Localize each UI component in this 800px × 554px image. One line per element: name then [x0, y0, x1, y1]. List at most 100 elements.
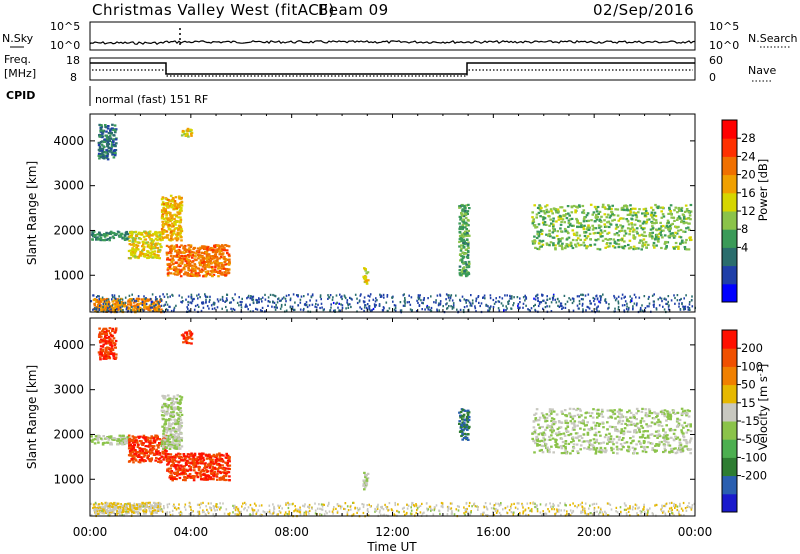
- scatter-cell: [133, 244, 136, 247]
- scatter-cell: [541, 451, 545, 454]
- scatter-cell: [216, 244, 219, 248]
- scatter-cell: [671, 232, 674, 235]
- scatter-cell: [168, 437, 171, 440]
- scatter-cell: [92, 503, 96, 506]
- scatter-cell: [173, 217, 176, 221]
- scatter-cell: [111, 151, 115, 154]
- scatter-cell: [159, 295, 161, 298]
- scatter-cell: [185, 338, 189, 341]
- scatter-cell: [584, 231, 588, 234]
- scatter-cell: [109, 149, 113, 152]
- scatter-cell: [142, 309, 145, 312]
- scatter-cell: [107, 438, 111, 441]
- scatter-cell: [584, 294, 587, 297]
- scatter-cell: [103, 354, 106, 357]
- scatter-cell: [338, 302, 340, 305]
- scatter-cell: [173, 435, 177, 438]
- scatter-cell: [101, 296, 104, 299]
- scatter-cell: [554, 444, 557, 447]
- scatter-cell: [599, 301, 602, 304]
- scatter-cell: [213, 260, 217, 263]
- scatter-cell: [667, 226, 670, 229]
- scatter-cell: [633, 302, 636, 305]
- scatter-cell: [685, 217, 688, 220]
- scatter-cell: [134, 230, 138, 233]
- scatter-cell: [126, 437, 130, 440]
- scatter-cell: [216, 472, 219, 475]
- scatter-cell: [582, 241, 586, 244]
- scatter-cell: [461, 228, 464, 231]
- scatter-cell: [154, 298, 157, 301]
- scatter-cell: [134, 240, 137, 243]
- scatter-cell: [641, 433, 645, 436]
- scatter-cell: [167, 462, 170, 465]
- colorbar-segment: [722, 138, 737, 157]
- scatter-cell: [131, 238, 135, 241]
- scatter-cell: [428, 306, 430, 309]
- scatter-cell: [273, 306, 276, 309]
- scatter-cell: [365, 481, 368, 484]
- scatter-cell: [102, 327, 106, 330]
- scatter-cell: [634, 213, 637, 217]
- scatter-cell: [177, 263, 181, 266]
- scatter-cell: [175, 250, 178, 253]
- scatter-cell: [349, 296, 351, 299]
- scatter-cell: [110, 131, 114, 135]
- scatter-cell: [131, 298, 134, 301]
- scatter-cell: [178, 257, 182, 260]
- scatter-cell: [223, 260, 226, 263]
- scatter-cell: [162, 445, 165, 448]
- scatter-cell: [329, 309, 331, 312]
- scatter-cell: [512, 304, 514, 307]
- scatter-cell: [99, 351, 103, 354]
- scatter-cell: [683, 210, 687, 213]
- scatter-cell: [516, 296, 519, 299]
- scatter-cell: [607, 307, 609, 310]
- scatter-cell: [517, 304, 519, 307]
- scatter-cell: [592, 296, 595, 300]
- scatter-cell: [551, 223, 555, 226]
- scatter-cell: [684, 307, 686, 311]
- scatter-cell: [195, 460, 199, 463]
- scatter-cell: [570, 224, 574, 227]
- scatter-cell: [176, 238, 180, 241]
- scatter-cell: [463, 432, 467, 435]
- scatter-cell: [492, 305, 495, 309]
- scatter-cell: [226, 459, 230, 462]
- scatter-cell: [190, 342, 193, 345]
- scatter-cell: [567, 232, 570, 235]
- scatter-cell: [383, 296, 385, 299]
- scatter-cell: [661, 236, 664, 239]
- scatter-cell: [158, 438, 161, 441]
- scatter-cell: [675, 232, 679, 235]
- scatter-cell: [168, 205, 171, 208]
- scatter-cell: [608, 238, 612, 241]
- scatter-cell: [146, 250, 150, 253]
- scatter-cell: [580, 414, 583, 417]
- scatter-cell: [104, 234, 108, 237]
- scatter-cell: [617, 305, 620, 309]
- scatter-cell: [210, 255, 213, 258]
- scatter-cell: [679, 228, 683, 232]
- scatter-cell: [102, 337, 106, 340]
- scatter-cell: [510, 295, 513, 298]
- scatter-cell: [660, 246, 663, 250]
- scatter-cell: [194, 304, 197, 308]
- scatter-cell: [573, 425, 577, 428]
- scatter-cell: [136, 443, 140, 446]
- scatter-cell: [190, 264, 194, 267]
- scatter-cell: [528, 309, 531, 312]
- scatter-cell: [97, 441, 100, 444]
- scatter-cell: [190, 452, 193, 455]
- scatter-cell: [147, 256, 150, 259]
- scatter-cell: [167, 245, 171, 249]
- scatter-cell: [362, 275, 365, 278]
- scatter-cell: [404, 300, 406, 303]
- scatter-cell: [166, 205, 169, 209]
- scatter-cell: [465, 437, 469, 440]
- scatter-cell: [613, 218, 616, 221]
- scatter-cell: [637, 219, 640, 222]
- colorbar-segment: [722, 192, 737, 212]
- scatter-cell: [646, 434, 650, 437]
